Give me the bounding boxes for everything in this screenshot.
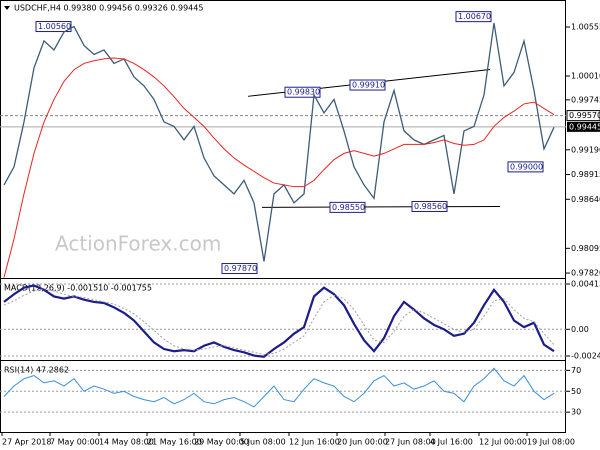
price-label: 0.97870 [224,264,257,273]
series-line [3,288,555,355]
x-tick-label: 27 Apr 2018 [2,438,51,447]
series-line [3,284,555,358]
x-tick-label: 5 Jun 08:00 [240,438,286,447]
x-tick-label: 12 Jun 16:00 [289,438,340,447]
price-label: 0.99910 [352,81,385,90]
x-tick-label: 19 Jul 08:00 [527,438,575,447]
frame [0,0,566,433]
y-tick-label: -0.002438 [571,352,600,361]
series-line [3,367,555,408]
x-tick-label: 27 Jun 08:00 [385,438,436,447]
x-tick-label: 14 May 08:00 [99,438,154,447]
y-tick-label: 0.99745 [571,95,600,104]
price-label: 0.99000 [510,162,543,171]
price-label-box [349,79,386,91]
price-label-box [507,161,544,173]
price-label-box [221,263,258,275]
y-tick-label: 0.00 [571,325,589,334]
price-label: 0.98560 [414,202,447,211]
y-tick-label: 0.98915 [571,170,600,179]
series-line [3,57,555,278]
price-label-box [35,21,72,33]
y-tick-label: 70 [571,366,581,375]
x-tick-label: 4 Jul 16:00 [430,438,473,447]
price-label: 1.00670 [458,12,491,21]
x-tick-label: 29 May 00:00 [194,438,249,447]
y-tick-label: 1.00555 [571,22,600,31]
price-label-box [329,201,366,213]
watermark: ActionForex.com [55,232,221,256]
current-price-box [567,121,600,132]
price-label-box [284,86,321,98]
series-line [3,22,555,262]
menu-icon [4,6,10,10]
panel-title: MACD(12,26,9) -0.001510 -0.001755 [4,284,152,293]
price-label: 0.98550 [332,203,365,212]
x-tick-label: 7 May 00:00 [50,438,100,447]
support-line [261,205,501,208]
price-label-box [455,11,492,23]
level-label: 0.99570 [569,111,600,120]
x-tick-label: 21 May 16:00 [147,438,202,447]
price-label: 0.99830 [287,88,320,97]
current-price-label: 0.99445 [569,122,600,131]
y-tick-label: 0.97820 [571,269,600,278]
panel-title: USDCHF,H4 0.99380 0.99456 0.99326 0.9944… [14,4,203,13]
y-tick-label: 0.004134 [571,280,600,289]
price-label: 1.00560 [38,22,71,31]
y-tick-label: 50 [571,387,581,396]
x-tick-label: 12 Jul 00:00 [479,438,527,447]
y-tick-label: 30 [571,408,581,417]
level-box [566,110,600,122]
x-tick-label: 20 Jun 00:00 [337,438,388,447]
y-tick-label: 0.98095 [571,244,600,253]
price-label-box [411,200,448,212]
